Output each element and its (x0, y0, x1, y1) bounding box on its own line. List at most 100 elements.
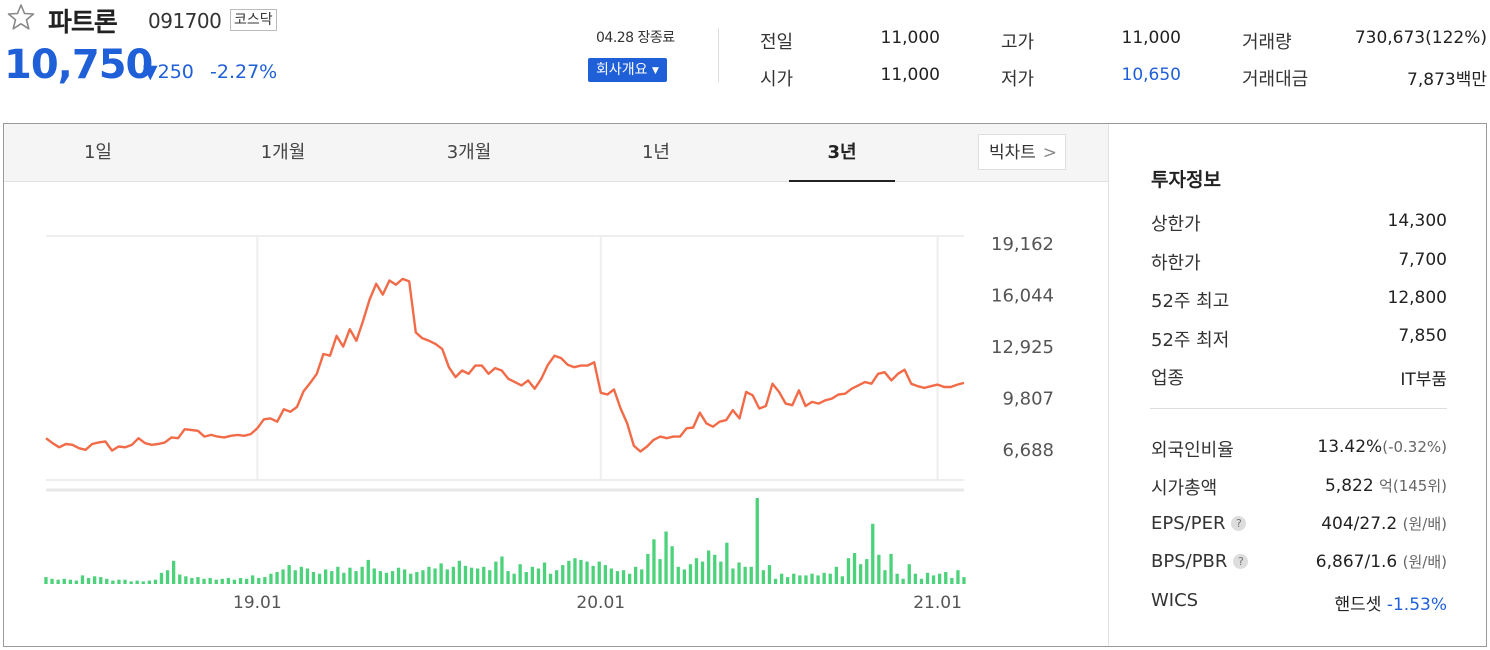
volume-bar (348, 567, 352, 584)
market-cap-unit: 억 (1379, 477, 1393, 495)
volume-bar (761, 570, 765, 584)
price-change: ▼250 (143, 61, 194, 83)
volume-bar (700, 561, 705, 584)
volume-bar (780, 573, 784, 584)
tab-1year[interactable]: 1년 (641, 142, 670, 163)
foreign-ratio-value: 13.42%(-0.32%) (1317, 437, 1447, 457)
volume-bar (463, 565, 468, 584)
volume-bar (409, 573, 413, 584)
volume-bar (609, 568, 613, 584)
volume-bar (62, 578, 66, 584)
volume-bar (725, 542, 729, 584)
wics-label: WICS (1151, 590, 1199, 611)
volume-bar (305, 568, 310, 584)
volume-bar (403, 569, 407, 584)
volume-bar (330, 571, 334, 584)
volume-bar (287, 565, 291, 584)
caret-down-icon: ▼ (651, 66, 659, 76)
volume-bar (840, 576, 844, 584)
52w-low-label: 52주 최저 (1151, 330, 1230, 351)
volume-bar (159, 572, 164, 584)
low-value: 10,650 (1121, 65, 1181, 85)
y-tick-label: 12,925 (991, 337, 1054, 358)
foreign-ratio-change: (-0.32%) (1382, 438, 1447, 456)
volume-bar (488, 570, 492, 584)
volume-bar (962, 577, 966, 584)
volume-bar (360, 566, 364, 584)
tab-3year[interactable]: 3년 (827, 142, 857, 163)
y-axis-ticks: 19,162 16,044 12,925 9,807 6,688 (991, 234, 1054, 461)
volume-bar (220, 578, 224, 584)
market-cap: 5,822 (1324, 476, 1374, 496)
help-icon[interactable]: ? (1231, 516, 1247, 531)
volume-bar (135, 580, 139, 584)
wics-sector[interactable]: 핸드셋 (1334, 595, 1382, 615)
favorite-star-icon[interactable] (6, 2, 36, 32)
company-overview-button[interactable]: 회사개요 ▼ (588, 58, 667, 82)
volume-bar (786, 577, 790, 584)
volume-bar (238, 578, 243, 584)
change-percent: -2.27% (210, 61, 278, 83)
volume-bar (476, 568, 480, 584)
volume-bar (196, 577, 200, 584)
volume-bar (299, 566, 303, 584)
volume-bar (433, 568, 437, 584)
volume-bar (646, 553, 650, 584)
volume-bar (372, 568, 376, 584)
volume-bar (658, 559, 662, 584)
sector-value[interactable]: IT부품 (1400, 370, 1447, 390)
volume-bar (500, 556, 504, 584)
volume-bar (846, 558, 851, 584)
volume-bar (421, 570, 425, 584)
volume-bar (919, 578, 924, 584)
volume-bar (153, 579, 158, 584)
volume-bars (44, 498, 966, 584)
high-label: 고가 (1001, 32, 1035, 53)
volume-bar (852, 553, 857, 584)
upper-limit-value: 14,300 (1387, 211, 1447, 231)
active-tab-indicator (789, 180, 895, 182)
volume-bar (74, 580, 78, 584)
volume-bar (591, 565, 595, 584)
volume-value: 730,673(122%) (1354, 28, 1487, 48)
volume-bar (931, 575, 936, 584)
down-arrow-icon: ▼ (143, 61, 158, 83)
volume-bar (44, 577, 48, 584)
volume-bar (384, 572, 389, 584)
market-cap-value: 5,822 억(145위) (1325, 475, 1447, 496)
tab-1day[interactable]: 1일 (83, 142, 112, 163)
volume-bar (512, 573, 516, 584)
price-line (45, 277, 965, 453)
foreign-ratio: 13.42% (1317, 437, 1383, 457)
volume-bar (366, 559, 370, 584)
volume-bar (652, 539, 656, 584)
volume-bar (621, 570, 626, 584)
volume-bar (518, 564, 522, 584)
volume-bar (172, 560, 176, 584)
x-axis-ticks: 19.01 20.01 21.01 (233, 593, 962, 613)
volume-bar (415, 572, 419, 584)
stock-code: 091700 (148, 9, 222, 33)
upper-limit-label: 상한가 (1151, 214, 1201, 235)
bigchart-button[interactable]: 빅차트 > (978, 134, 1066, 170)
volume-bar (628, 573, 632, 584)
volume-bar (816, 575, 820, 584)
period-tab-bar (4, 124, 1108, 182)
volume-bar (165, 570, 170, 584)
volume-bar (469, 567, 474, 584)
eps-per-label: EPS/PER? (1151, 513, 1247, 534)
volume-bar (688, 564, 693, 584)
volume-bar (311, 572, 316, 584)
wics-value: 핸드셋 -1.53% (1335, 590, 1447, 615)
volume-bar (269, 573, 273, 584)
tab-1month[interactable]: 1개월 (260, 142, 306, 163)
volume-bar (208, 578, 212, 584)
volume-bar (68, 579, 72, 584)
volume-bar (804, 575, 808, 584)
y-tick-label: 6,688 (1002, 440, 1054, 461)
volume-bar (257, 578, 261, 584)
volume-bar (743, 566, 747, 584)
volume-bar (202, 578, 206, 584)
help-icon[interactable]: ? (1233, 554, 1249, 569)
tab-3month[interactable]: 3개월 (446, 142, 492, 163)
